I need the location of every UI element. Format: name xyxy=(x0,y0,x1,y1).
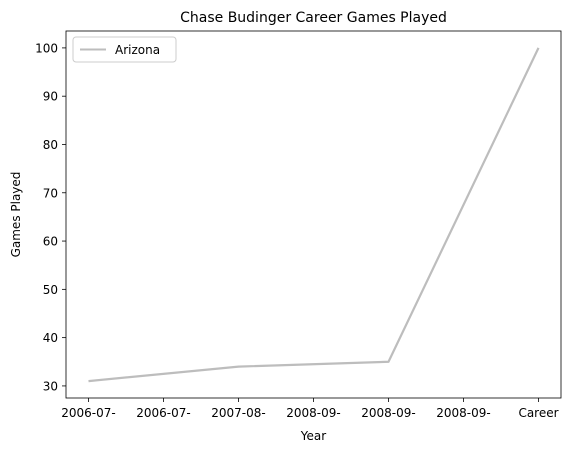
plot-frame xyxy=(65,30,562,399)
y-axis: 30 40 50 60 70 80 90 100 xyxy=(35,41,66,393)
legend-label: Arizona xyxy=(115,43,160,57)
x-tick-label: Career xyxy=(518,406,558,420)
y-tick-label: 60 xyxy=(43,235,58,249)
chart-title: Chase Budinger Career Games Played xyxy=(180,10,447,26)
x-axis: 2006-07- 2006-07- 2007-08- 2008-09- 2008-09-… xyxy=(61,398,559,420)
x-tick-label: 2008-09- xyxy=(286,406,340,420)
x-tick-label: 2008-09- xyxy=(361,406,415,420)
series-line-arizona xyxy=(88,47,540,383)
plot-area xyxy=(65,30,562,399)
y-tick-label: 70 xyxy=(43,186,58,200)
x-axis-label: Year xyxy=(300,429,326,443)
y-tick-label: 100 xyxy=(35,41,58,55)
x-tick-label: 2006-07- xyxy=(61,406,115,420)
y-tick-label: 50 xyxy=(43,283,58,297)
x-tick-label: 2007-08- xyxy=(211,406,265,420)
y-tick-label: 30 xyxy=(43,379,58,393)
legend: Arizona xyxy=(72,36,177,63)
y-axis-label: Games Played xyxy=(9,172,23,258)
y-tick-label: 40 xyxy=(43,331,58,345)
y-tick-label: 90 xyxy=(43,90,58,104)
legend-box xyxy=(72,36,177,63)
series-layer xyxy=(88,47,540,383)
y-tick-label: 80 xyxy=(43,138,58,152)
x-tick-label: 2008-09- xyxy=(436,406,490,420)
x-tick-label: 2006-07- xyxy=(136,406,190,420)
